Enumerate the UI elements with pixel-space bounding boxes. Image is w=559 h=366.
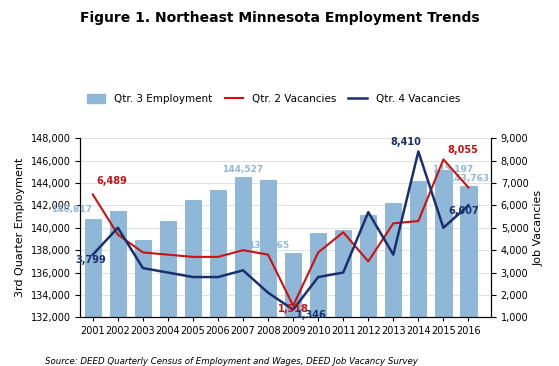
Bar [235, 177, 251, 317]
Text: 1,518: 1,518 [278, 303, 309, 314]
Bar [435, 169, 452, 317]
Bar [210, 190, 226, 317]
Text: 144,527: 144,527 [222, 165, 264, 174]
Text: 143,763: 143,763 [448, 174, 489, 183]
Legend: Qtr. 3 Employment, Qtr. 2 Vacancies, Qtr. 4 Vacancies: Qtr. 3 Employment, Qtr. 2 Vacancies, Qtr… [83, 90, 464, 108]
Bar [410, 181, 427, 317]
Bar [110, 211, 126, 317]
Bar [360, 216, 376, 317]
Text: 6,007: 6,007 [448, 206, 479, 216]
Text: 145,197: 145,197 [432, 165, 473, 174]
Text: 137,765: 137,765 [248, 241, 288, 250]
Text: 8,410: 8,410 [390, 137, 421, 147]
Text: 140,817: 140,817 [50, 205, 92, 214]
Text: 8,055: 8,055 [447, 145, 478, 155]
Bar [310, 234, 326, 317]
Bar [260, 180, 276, 317]
Bar [335, 230, 352, 317]
Bar [84, 219, 101, 317]
Bar [460, 186, 477, 317]
Bar [185, 200, 201, 317]
Y-axis label: Job Vacancies: Job Vacancies [534, 190, 544, 266]
Text: Source: DEED Quarterly Census of Employment and Wages, DEED Job Vacancy Survey: Source: DEED Quarterly Census of Employm… [45, 357, 418, 366]
Y-axis label: 3rd Quarter Employment: 3rd Quarter Employment [15, 158, 25, 298]
Bar [285, 253, 301, 317]
Text: 6,489: 6,489 [97, 176, 127, 186]
Text: 3,799: 3,799 [75, 255, 106, 265]
Text: 1,346: 1,346 [296, 310, 326, 320]
Bar [385, 203, 401, 317]
Bar [135, 240, 151, 317]
Text: Figure 1. Northeast Minnesota Employment Trends: Figure 1. Northeast Minnesota Employment… [80, 11, 479, 25]
Bar [160, 221, 176, 317]
